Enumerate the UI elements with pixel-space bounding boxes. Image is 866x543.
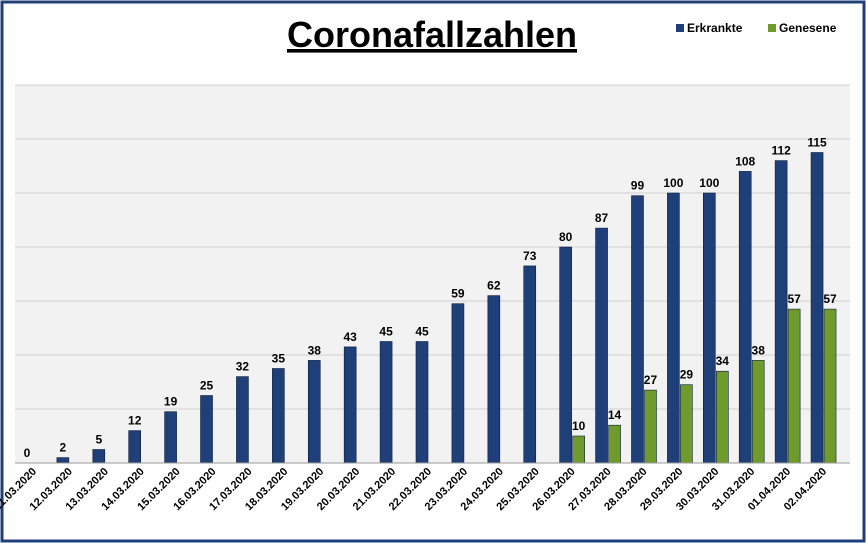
bar: [716, 370, 729, 464]
bar: [307, 360, 321, 464]
bar: [667, 192, 680, 464]
data-label: 14: [608, 408, 622, 422]
chart-title: Coronafallzahlen: [287, 14, 577, 55]
data-label: 12: [128, 414, 142, 428]
data-label: 115: [807, 136, 827, 150]
bar: [787, 308, 801, 464]
bar: [631, 195, 644, 464]
data-label: 35: [272, 352, 286, 366]
data-label: 27: [644, 373, 658, 387]
legend-swatch: [676, 24, 684, 32]
data-label: 57: [823, 292, 837, 306]
data-label: 57: [787, 292, 801, 306]
data-label: 38: [752, 343, 766, 357]
legend-label: Erkrankte: [687, 21, 743, 35]
bar: [128, 430, 141, 464]
bar: [451, 303, 465, 464]
bar: [595, 227, 608, 464]
bar: [703, 192, 716, 464]
legend-swatch: [768, 24, 776, 32]
data-label: 34: [716, 354, 730, 368]
data-label: 2: [60, 441, 67, 455]
data-label: 99: [631, 179, 645, 193]
bar: [272, 368, 285, 464]
bar: [644, 389, 657, 464]
bar: [751, 360, 765, 464]
bar: [572, 435, 585, 464]
bar: [523, 265, 537, 464]
bar: [200, 395, 213, 464]
data-label: 0: [24, 446, 31, 460]
bar: [164, 411, 177, 464]
data-label: 19: [164, 395, 178, 409]
bar: [608, 424, 621, 464]
bar: [680, 384, 693, 464]
bar: [487, 295, 501, 464]
data-label: 73: [523, 249, 537, 263]
bar: [92, 449, 106, 464]
data-label: 43: [343, 330, 357, 344]
bar: [738, 171, 752, 464]
bar: [774, 160, 788, 464]
data-label: 5: [95, 433, 102, 447]
bar: [823, 308, 837, 464]
data-label: 62: [487, 279, 501, 293]
data-label: 32: [236, 360, 250, 374]
data-label: 59: [451, 287, 465, 301]
data-label: 80: [559, 230, 573, 244]
data-label: 108: [735, 154, 755, 168]
legend-label: Genesene: [779, 21, 837, 35]
bar: [559, 246, 572, 464]
bar: [56, 457, 70, 464]
bar: [810, 152, 824, 464]
bar: [415, 341, 429, 464]
legend: Erkrankte Genesene: [676, 21, 837, 35]
data-label: 25: [200, 379, 214, 393]
data-label: 38: [308, 343, 322, 357]
bar: [343, 346, 357, 464]
data-label: 100: [663, 176, 683, 190]
data-label: 112: [771, 144, 791, 158]
data-label: 10: [572, 419, 586, 433]
bar: [236, 376, 249, 464]
bar: [379, 341, 393, 464]
data-label: 45: [379, 325, 393, 339]
data-label: 29: [680, 368, 694, 382]
data-label: 100: [699, 176, 719, 190]
data-label: 87: [595, 211, 609, 225]
data-label: 45: [415, 325, 429, 339]
